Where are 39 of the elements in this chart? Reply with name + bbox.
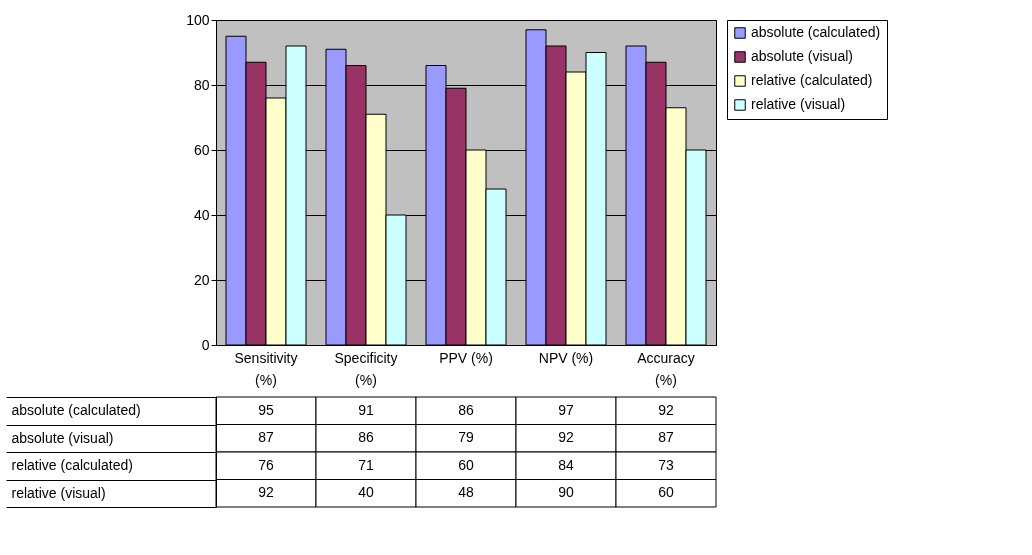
data-label: 60 <box>458 456 474 473</box>
y-tick-label: 40 <box>193 206 210 223</box>
legend-label: relative (calculated) <box>751 72 873 88</box>
data-label: 87 <box>658 429 674 446</box>
data-label: 90 <box>558 484 574 501</box>
y-tick-label: 60 <box>193 141 210 158</box>
x-tick-label: PPV (%) <box>439 349 493 366</box>
x-tick-label: Sensitivity (%) <box>234 349 298 388</box>
data-label: 86 <box>358 429 374 446</box>
data-label: 92 <box>558 429 574 446</box>
y-tick-label: 20 <box>193 271 210 288</box>
data-label: 92 <box>258 484 274 501</box>
legend-label: relative (visual) <box>751 96 846 112</box>
x-tick-label: Accuracy (%) <box>637 349 695 388</box>
data-label: 86 <box>458 401 474 418</box>
data-label: 95 <box>258 401 274 418</box>
y-tick-label: 80 <box>193 76 210 93</box>
data-label: 76 <box>258 456 274 473</box>
text: relative (calculated) <box>11 457 133 474</box>
data-label: 60 <box>658 484 674 501</box>
y-tick-label: 0 <box>201 336 210 353</box>
data-label: 79 <box>458 429 474 446</box>
data-label: 91 <box>358 401 374 418</box>
data-label: 40 <box>358 484 374 501</box>
legend-label: absolute (visual) <box>751 48 853 64</box>
text: absolute (visual) <box>11 429 114 446</box>
data-label: 92 <box>658 401 674 418</box>
y-tick-label: 100 <box>186 11 210 28</box>
data-label: 84 <box>558 456 574 473</box>
x-tick-label: Specificity (%) <box>334 349 398 388</box>
data-label: 48 <box>458 484 474 501</box>
text: relative (visual) <box>11 484 106 501</box>
data-label: 73 <box>658 456 674 473</box>
text: absolute (calculated) <box>11 402 141 419</box>
data-label: 71 <box>358 456 374 473</box>
data-label: 87 <box>258 429 274 446</box>
x-tick-label: NPV (%) <box>538 349 594 366</box>
legend-label: absolute (calculated) <box>751 24 881 40</box>
data-label: 97 <box>558 401 574 418</box>
